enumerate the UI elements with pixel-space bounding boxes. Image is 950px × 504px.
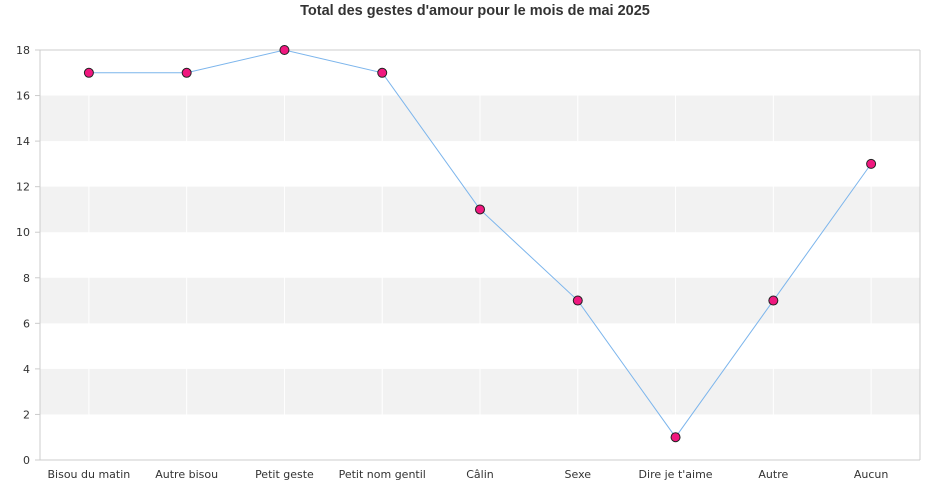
data-point-marker [866, 158, 877, 169]
y-tick-label: 10 [16, 226, 30, 239]
axes [35, 49, 921, 461]
y-tick-label: 16 [16, 90, 30, 103]
x-tick-label: Câlin [466, 468, 494, 481]
y-tick-label: 2 [23, 408, 30, 421]
x-tick-label: Autre bisou [155, 468, 218, 481]
x-axis-tick-labels: Bisou du matin Autre bisou Petit geste Peti… [47, 468, 888, 481]
x-tick-label: Aucun [854, 468, 889, 481]
data-point-marker [279, 45, 290, 55]
data-point-marker [377, 67, 388, 78]
x-tick-label: Autre [758, 468, 788, 481]
data-point-marker [83, 67, 94, 78]
data-point-marker [475, 204, 485, 215]
y-tick-label: 12 [16, 181, 30, 194]
y-tick-label: 18 [16, 44, 30, 57]
data-point-marker [768, 295, 779, 306]
data-point-marker [181, 67, 192, 78]
chart-title: Total des gestes d'amour pour le mois de… [300, 3, 650, 19]
x-tick-label: Petit nom gentil [339, 468, 426, 481]
y-tick-label: 4 [23, 363, 30, 376]
y-axis-tick-labels: 0 2 4 6 8 10 12 14 16 18 [16, 44, 30, 467]
data-points [83, 45, 877, 443]
x-tick-label: Sexe [565, 468, 592, 481]
data-point-marker [670, 432, 681, 443]
data-point-marker [572, 295, 583, 306]
y-tick-label: 0 [23, 454, 30, 467]
x-tick-label: Bisou du matin [47, 468, 130, 481]
x-tick-label: Petit geste [255, 468, 314, 481]
vertical-gridlines [88, 50, 872, 460]
y-tick-label: 8 [23, 272, 30, 285]
x-tick-label: Dire je t'aime [639, 468, 713, 481]
y-tick-label: 6 [23, 317, 30, 330]
y-tick-label: 14 [16, 135, 30, 148]
